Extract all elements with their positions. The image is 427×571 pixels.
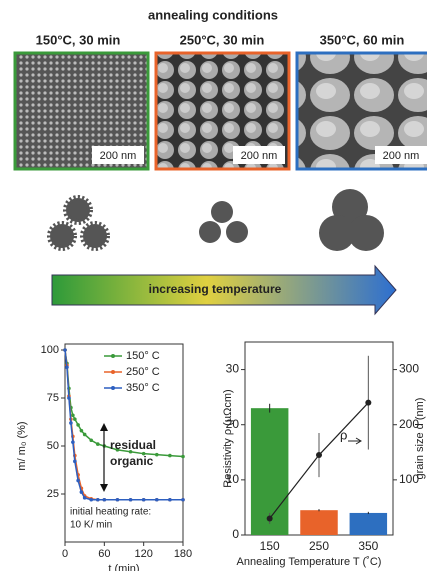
point <box>76 479 80 483</box>
point <box>71 440 75 444</box>
point <box>89 498 93 502</box>
legend-label: 150° C <box>126 350 160 362</box>
series-line <box>65 350 183 500</box>
x-tick-label: 60 <box>98 548 110 560</box>
legend-marker <box>111 354 115 358</box>
annotation: organic <box>110 454 154 468</box>
point <box>155 453 159 457</box>
y-tick-label: 100 <box>41 344 59 356</box>
y-tick-label: 50 <box>47 440 59 452</box>
x-label: t (min) <box>108 563 139 571</box>
annotation: initial heating rate: <box>70 507 151 518</box>
point <box>89 438 93 442</box>
point <box>73 460 77 464</box>
scale-bar: 200 nm <box>100 150 137 162</box>
legend-marker <box>111 370 115 374</box>
x-tick-label: 180 <box>174 548 192 560</box>
point <box>168 454 172 458</box>
icon <box>50 198 107 248</box>
icon <box>199 189 384 251</box>
annotation: 10 K/ min <box>70 520 112 531</box>
scale-bar: 200 nm <box>241 150 278 162</box>
x-tick-label: 0 <box>62 548 68 560</box>
scale-bar: 200 nm <box>383 150 420 162</box>
x-tick-label: 250 <box>309 539 329 553</box>
bar <box>350 513 387 535</box>
bar <box>300 510 337 535</box>
grain-point <box>267 515 273 521</box>
annotation: ρ <box>340 427 347 442</box>
condition: 150°C, 30 min <box>36 32 121 47</box>
figure: annealing conditions 150°C, 30 min 250°C… <box>0 0 427 571</box>
y-tick-label: 75 <box>47 392 59 404</box>
annotation: residual <box>110 438 156 452</box>
point <box>129 498 133 502</box>
y-tick-label: 30 <box>226 362 240 376</box>
grain-point <box>316 452 322 458</box>
x-tick-label: 120 <box>134 548 152 560</box>
point <box>168 498 172 502</box>
point <box>181 498 185 502</box>
y-label: m/ m₀ (%) <box>16 421 28 470</box>
point <box>65 365 69 369</box>
point <box>80 490 84 494</box>
point <box>155 498 159 502</box>
legend-label: 350° C <box>126 382 160 394</box>
title: annealing conditions <box>148 7 278 22</box>
point <box>73 417 77 421</box>
point <box>96 498 100 502</box>
point <box>96 442 100 446</box>
point <box>63 348 67 352</box>
legend-marker <box>111 386 115 390</box>
condition: 250°C, 30 min <box>180 32 265 47</box>
point <box>69 421 73 425</box>
x-tick-label: 150 <box>260 539 280 553</box>
point <box>83 433 87 437</box>
point <box>80 429 84 433</box>
point <box>83 496 87 500</box>
legend-label: 250° C <box>126 366 160 378</box>
point <box>116 498 120 502</box>
y2-label: grain size d (nm) <box>414 398 426 480</box>
grain-point <box>365 400 371 406</box>
y-tick-label: 0 <box>232 527 239 541</box>
condition: 350°C, 60 min <box>320 32 405 47</box>
x-label: Annealing Temperature T (˚C) <box>237 556 382 568</box>
y-tick-label: 25 <box>47 488 59 500</box>
arrow-label: increasing temperature <box>149 282 282 296</box>
point <box>76 423 80 427</box>
series-line <box>65 350 183 500</box>
point <box>67 396 71 400</box>
y2-tick-label: 300 <box>399 362 419 376</box>
point <box>103 498 107 502</box>
x-tick-label: 350 <box>358 539 378 553</box>
annotation-arrow <box>348 438 361 444</box>
point <box>181 455 185 459</box>
point <box>142 498 146 502</box>
point <box>71 413 75 417</box>
y-label: Resistivity ρ (µΩcm) <box>222 389 234 487</box>
